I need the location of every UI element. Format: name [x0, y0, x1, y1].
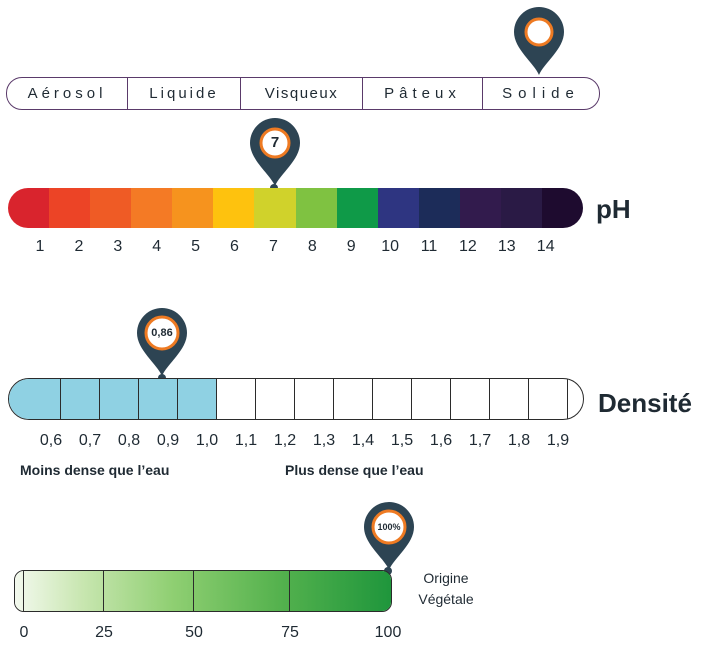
state-scale-bar: Aérosol Liquide Visqueux Pâteux Solide [6, 77, 600, 110]
density-tick-label: 1,6 [429, 432, 453, 449]
vegetal-divider [23, 571, 24, 611]
state-segment: Solide [482, 78, 599, 109]
density-cell-divider [411, 379, 412, 419]
density-cell-divider [489, 379, 490, 419]
density-cell-divider [177, 379, 178, 419]
vegetal-divider [289, 571, 290, 611]
density-tick-label: 0,6 [39, 432, 63, 449]
density-cell-divider [294, 379, 295, 419]
ph-title: pH [596, 194, 631, 224]
vegetal-fill [15, 571, 391, 611]
vegetal-caption: Origine Végétale [396, 568, 496, 610]
density-cell-divider [216, 379, 217, 419]
density-marker-pin: 0,86 [135, 306, 189, 378]
map-pin-icon [137, 307, 187, 376]
density-tick-label: 1,5 [390, 432, 414, 449]
ph-segment [172, 188, 214, 228]
state-segment: Aérosol [27, 85, 107, 102]
ph-marker-value: 7 [270, 134, 280, 151]
density-marker-value: 0,86 [151, 327, 173, 339]
ph-tick-label: 4 [152, 238, 162, 255]
vegetal-divider [103, 571, 104, 611]
ph-segment [131, 188, 173, 228]
ph-segment [336, 188, 378, 228]
ph-segment [377, 188, 419, 228]
state-marker-pin [512, 5, 566, 77]
state-segment: Liquide [127, 78, 240, 109]
ph-segment [542, 188, 583, 228]
map-pin-icon [514, 6, 564, 76]
ph-segment [418, 188, 460, 228]
density-caption-more-dense: Plus dense que l’eau [285, 462, 424, 478]
density-tick-label: 1,3 [312, 432, 336, 449]
ph-tick-label: 12 [458, 238, 477, 255]
ph-tick-label: 6 [230, 238, 239, 255]
density-cell-divider [60, 379, 61, 419]
map-pin-icon [250, 117, 300, 186]
density-tick-label: 1,7 [468, 432, 492, 449]
vegetal-divider [193, 571, 194, 611]
ph-marker-pin: 7 [248, 116, 302, 188]
ph-segment [500, 188, 543, 228]
ph-segment [213, 188, 255, 228]
ph-tick-label: 8 [307, 238, 317, 255]
vegetal-marker-value: 100% [377, 522, 401, 532]
density-tick-label: 1,9 [546, 432, 570, 449]
ph-scale-bar [8, 188, 583, 228]
ph-segment [8, 188, 50, 228]
ph-segment [90, 188, 132, 228]
density-cell-divider [138, 379, 139, 419]
ph-tick-label: 3 [113, 238, 123, 255]
ph-tick-label: 9 [346, 238, 356, 255]
ph-segment [459, 188, 501, 228]
ph-tick-label: 14 [536, 238, 555, 255]
vegetal-tick-label: 0 [19, 624, 29, 641]
state-segment: Pâteux [362, 78, 482, 109]
density-cell-divider [450, 379, 451, 419]
ph-tick-label: 1 [35, 238, 45, 255]
density-cell-divider [255, 379, 256, 419]
density-tick-label: 1,1 [234, 432, 258, 449]
vegetal-marker-pin: 100% [362, 500, 416, 572]
density-caption-less-dense: Moins dense que l’eau [20, 462, 170, 478]
density-fill [9, 379, 217, 419]
ph-tick-label: 13 [497, 238, 516, 255]
density-cell-divider [567, 379, 568, 419]
state-segment: Visqueux [240, 78, 362, 109]
density-tick-label: 0,8 [117, 432, 141, 449]
density-tick-label: 0,7 [78, 432, 102, 449]
ph-tick-label: 7 [268, 238, 278, 255]
density-cell-divider [99, 379, 100, 419]
vegetal-caption-line2: Végétale [418, 591, 474, 607]
ph-tick-label: 2 [74, 238, 84, 255]
density-cell-divider [528, 379, 529, 419]
density-cell-divider [372, 379, 373, 419]
vegetal-tick-label: 25 [95, 624, 113, 641]
map-pin-icon [364, 501, 414, 570]
density-tick-label: 0,9 [156, 432, 180, 449]
vegetal-caption-line1: Origine [423, 570, 469, 586]
density-title: Densité [598, 388, 692, 418]
ph-segment [295, 188, 337, 228]
density-tick-label: 1,2 [273, 432, 297, 449]
ph-segment [49, 188, 91, 228]
ph-tick-label: 11 [420, 238, 438, 255]
vegetal-tick-label: 50 [185, 624, 203, 641]
ph-tick-label: 10 [381, 238, 399, 255]
density-scale-bar [8, 378, 584, 420]
vegetal-tick-label: 100 [374, 624, 402, 641]
vegetal-scale-bar [14, 570, 392, 612]
density-tick-label: 1,8 [507, 432, 531, 449]
vegetal-tick-label: 75 [281, 624, 299, 641]
density-cell-divider [333, 379, 334, 419]
density-tick-label: 1,4 [351, 432, 375, 449]
density-tick-label: 1,0 [195, 432, 219, 449]
ph-segment [254, 188, 296, 228]
ph-tick-label: 5 [191, 238, 201, 255]
